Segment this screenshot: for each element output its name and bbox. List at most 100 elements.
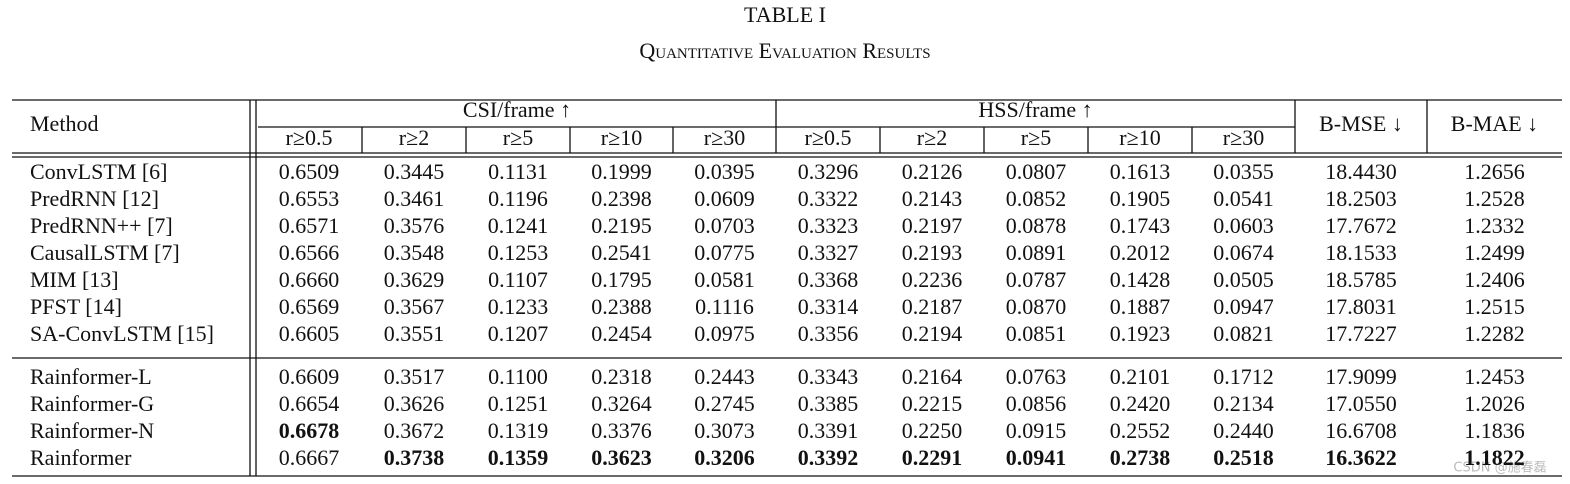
- value-cell: 0.2420: [1110, 391, 1171, 416]
- value-cell: 0.2398: [591, 186, 652, 211]
- value-cell: 0.2193: [902, 240, 963, 265]
- value-cell: 0.1923: [1110, 321, 1171, 346]
- value-cell: 0.2143: [902, 186, 963, 211]
- method-cell: PredRNN [12]: [30, 186, 159, 211]
- method-cell: Rainformer-N: [30, 418, 154, 443]
- method-cell: PredRNN++ [7]: [30, 213, 173, 238]
- value-cell: 0.6569: [279, 294, 340, 319]
- value-cell: 1.1836: [1464, 418, 1525, 443]
- value-cell: 0.0775: [694, 240, 755, 265]
- value-cell: 0.3576: [384, 213, 445, 238]
- value-cell: 0.1905: [1110, 186, 1171, 211]
- value-cell: 0.2541: [591, 240, 652, 265]
- value-cell: 0.0975: [694, 321, 755, 346]
- value-cell: 0.2236: [902, 267, 963, 292]
- method-cell: ConvLSTM [6]: [30, 159, 168, 184]
- value-cell: 1.2528: [1464, 186, 1525, 211]
- value-cell: 0.3073: [694, 418, 755, 443]
- value-cell: 0.2443: [694, 364, 755, 389]
- header-cell: CSI/frame ↑: [463, 97, 571, 122]
- value-cell: 1.2656: [1464, 159, 1525, 184]
- value-cell: 17.8031: [1325, 294, 1397, 319]
- value-cell: 16.6708: [1325, 418, 1397, 443]
- value-cell: 0.1359: [488, 445, 549, 470]
- value-cell: 1.2515: [1464, 294, 1525, 319]
- value-cell: 0.0763: [1006, 364, 1067, 389]
- value-cell: 0.2197: [902, 213, 963, 238]
- value-cell: 0.3738: [384, 445, 445, 470]
- table-title: TABLE I: [744, 2, 826, 27]
- value-cell: 0.3327: [798, 240, 859, 265]
- method-cell: Rainformer: [30, 445, 132, 470]
- value-cell: 0.0915: [1006, 418, 1067, 443]
- header-cell: HSS/frame ↑: [978, 97, 1092, 122]
- value-cell: 0.6566: [279, 240, 340, 265]
- value-cell: 0.0603: [1213, 213, 1274, 238]
- value-cell: 0.6660: [279, 267, 340, 292]
- value-cell: 0.0807: [1006, 159, 1067, 184]
- value-cell: 16.3622: [1325, 445, 1397, 470]
- sub-header-cell: r≥5: [503, 125, 533, 150]
- value-cell: 0.0941: [1006, 445, 1067, 470]
- value-cell: 0.0609: [694, 186, 755, 211]
- value-cell: 0.0878: [1006, 213, 1067, 238]
- value-cell: 0.6571: [279, 213, 340, 238]
- value-cell: 0.2194: [902, 321, 963, 346]
- value-cell: 0.0541: [1213, 186, 1274, 211]
- value-cell: 0.2552: [1110, 418, 1171, 443]
- value-cell: 0.1100: [488, 364, 548, 389]
- value-cell: 0.1253: [488, 240, 549, 265]
- value-cell: 17.7672: [1325, 213, 1397, 238]
- value-cell: 1.2453: [1464, 364, 1525, 389]
- value-cell: 0.1795: [591, 267, 652, 292]
- sub-header-cell: r≥30: [1223, 125, 1264, 150]
- value-cell: 0.2518: [1213, 445, 1274, 470]
- sub-header-cell: r≥0.5: [286, 125, 333, 150]
- value-cell: 0.2440: [1213, 418, 1274, 443]
- value-cell: 0.1131: [488, 159, 548, 184]
- value-cell: 0.3385: [798, 391, 859, 416]
- value-cell: 0.2215: [902, 391, 963, 416]
- value-cell: 0.2388: [591, 294, 652, 319]
- header-cell: B-MSE ↓: [1319, 111, 1403, 136]
- value-cell: 18.5785: [1325, 267, 1397, 292]
- value-cell: 0.3623: [591, 445, 652, 470]
- value-cell: 1.2026: [1464, 391, 1525, 416]
- value-cell: 0.1887: [1110, 294, 1171, 319]
- sub-header-cell: r≥2: [917, 125, 947, 150]
- value-cell: 0.3517: [384, 364, 445, 389]
- value-cell: 0.1712: [1213, 364, 1274, 389]
- value-cell: 0.0947: [1213, 294, 1274, 319]
- method-cell: MIM [13]: [30, 267, 119, 292]
- value-cell: 0.2134: [1213, 391, 1274, 416]
- value-cell: 0.1999: [591, 159, 652, 184]
- value-cell: 0.2012: [1110, 240, 1171, 265]
- value-cell: 1.2406: [1464, 267, 1525, 292]
- value-cell: 0.1613: [1110, 159, 1171, 184]
- sub-header-cell: r≥0.5: [805, 125, 852, 150]
- header-cell: Method: [30, 111, 98, 136]
- value-cell: 0.0787: [1006, 267, 1067, 292]
- value-cell: 0.3322: [798, 186, 859, 211]
- value-cell: 0.6553: [279, 186, 340, 211]
- value-cell: 0.3672: [384, 418, 445, 443]
- value-cell: 17.9099: [1325, 364, 1397, 389]
- value-cell: 0.2195: [591, 213, 652, 238]
- value-cell: 0.0851: [1006, 321, 1067, 346]
- value-cell: 0.1251: [488, 391, 549, 416]
- table-subtitle: Quantitative Evaluation Results: [639, 38, 930, 63]
- value-cell: 0.3445: [384, 159, 445, 184]
- sub-header-cell: r≥10: [601, 125, 642, 150]
- value-cell: 0.2454: [591, 321, 652, 346]
- value-cell: 0.2318: [591, 364, 652, 389]
- value-cell: 0.3391: [798, 418, 859, 443]
- value-cell: 0.1319: [488, 418, 549, 443]
- watermark: CSDN @施春磊: [1453, 461, 1546, 476]
- sub-header-cell: r≥10: [1119, 125, 1160, 150]
- method-cell: CausalLSTM [7]: [30, 240, 180, 265]
- value-cell: 0.3567: [384, 294, 445, 319]
- value-cell: 0.3206: [694, 445, 755, 470]
- header-cell: B-MAE ↓: [1451, 111, 1538, 136]
